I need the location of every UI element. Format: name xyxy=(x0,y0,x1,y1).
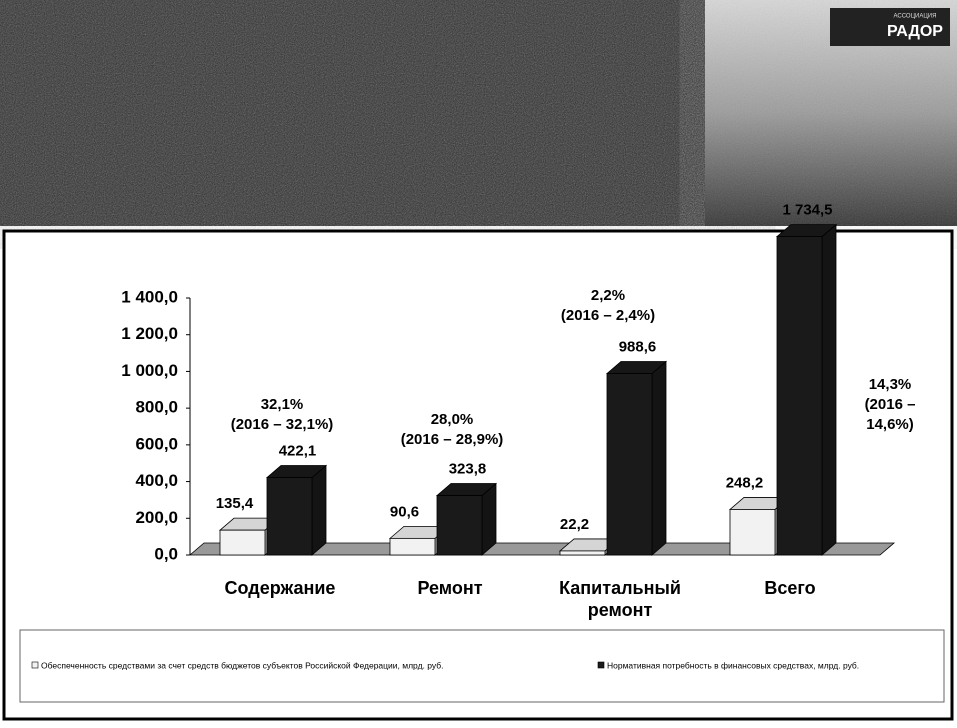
y-tick-label: 400,0 xyxy=(135,471,178,490)
y-tick-label: 200,0 xyxy=(135,508,178,527)
value-label: 323,8 xyxy=(449,461,487,478)
logo-bg xyxy=(830,8,950,46)
y-tick-label: 1 000,0 xyxy=(121,361,178,380)
bar xyxy=(436,495,483,556)
value-label: 90,6 xyxy=(390,503,419,520)
y-tick-label: 600,0 xyxy=(135,434,178,453)
x-tick-label: Содержание xyxy=(224,578,336,598)
legend-label: Обеспеченность средствами за счет средст… xyxy=(41,660,443,670)
annotation: 32,1% xyxy=(261,396,304,413)
value-label: 22,2 xyxy=(560,516,589,533)
y-tick-label: 1 400,0 xyxy=(121,287,178,306)
x-tick-label: Всего xyxy=(764,578,816,598)
bar xyxy=(389,537,436,556)
bar xyxy=(266,477,313,556)
legend-swatch xyxy=(31,661,39,669)
annotation: (2016 – 2,4%) xyxy=(561,307,655,324)
y-tick-label: 0,0 xyxy=(154,544,178,563)
annotation: (2016 – 32,1%) xyxy=(231,416,334,433)
annotation: 2,2% xyxy=(591,287,625,304)
bar xyxy=(219,529,266,556)
bar xyxy=(559,550,606,556)
bar xyxy=(776,236,823,556)
bar-side xyxy=(651,360,667,556)
x-tick-label: Ремонт xyxy=(417,578,483,598)
annotation: 14,6%) xyxy=(866,416,914,433)
legend-swatch xyxy=(597,661,605,669)
bar-side xyxy=(821,223,837,556)
x-tick-label: Капитальный ремонт xyxy=(559,578,681,620)
annotation: 28,0% xyxy=(431,411,474,428)
bar xyxy=(729,509,776,556)
legend-box xyxy=(19,629,945,703)
annotation: (2016 – xyxy=(865,396,916,413)
y-tick-label: 800,0 xyxy=(135,398,178,417)
value-label: 1 734,5 xyxy=(782,202,832,219)
legend-label: Нормативная потребность в финансовых сре… xyxy=(607,660,859,670)
annotation: 14,3% xyxy=(869,376,912,393)
y-tick-label: 1 200,0 xyxy=(121,324,178,343)
bar xyxy=(606,373,653,556)
annotation: (2016 – 28,9%) xyxy=(401,431,504,448)
bar-side xyxy=(311,464,327,556)
logo-small: АССОЦИАЦИЯ xyxy=(894,14,937,20)
value-label: 988,6 xyxy=(619,338,657,355)
value-label: 135,4 xyxy=(216,495,254,512)
logo: РАДОР xyxy=(887,23,943,40)
value-label: 422,1 xyxy=(279,442,317,459)
header-noise xyxy=(0,0,705,226)
value-label: 248,2 xyxy=(726,474,764,491)
